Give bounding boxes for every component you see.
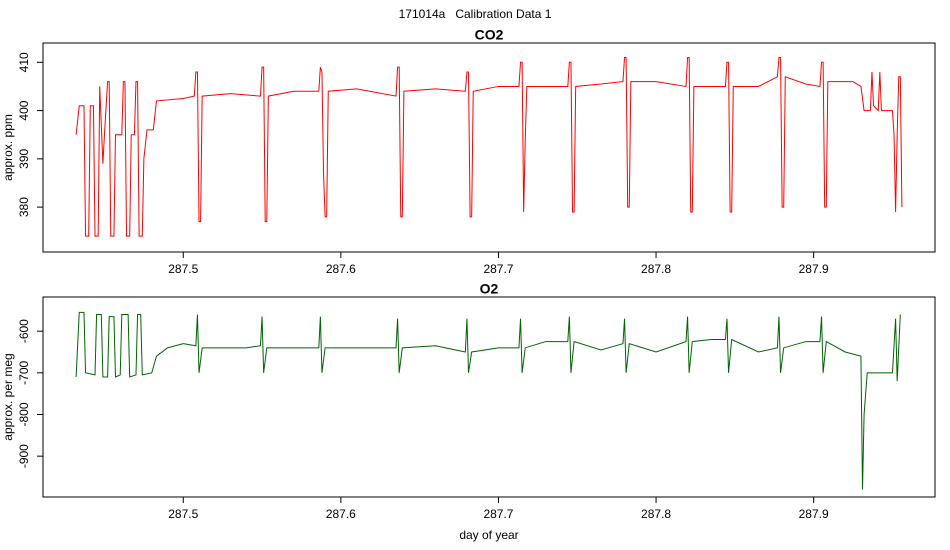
x-axis-label: day of year [459, 528, 518, 542]
x-tick-label: 287.5 [168, 507, 198, 521]
x-tick-label: 287.6 [326, 507, 356, 521]
panel-title: O2 [480, 281, 499, 297]
y-axis-label: approx. per meg [1, 353, 15, 440]
x-tick-label: 287.9 [799, 507, 829, 521]
x-tick-label: 287.8 [641, 262, 671, 276]
y-tick-label: 380 [17, 197, 31, 217]
plot-frame [42, 42, 936, 253]
plot-frame [42, 296, 936, 498]
x-tick-label: 287.5 [168, 262, 198, 276]
y-axis-label: approx. ppm [1, 114, 15, 181]
x-tick-label: 287.6 [326, 262, 356, 276]
y-tick-label: -800 [17, 402, 31, 426]
x-tick-label: 287.9 [799, 262, 829, 276]
x-tick-label: 287.7 [483, 507, 513, 521]
y-tick-label: -900 [17, 444, 31, 468]
y-tick-label: 400 [17, 100, 31, 120]
y-tick-label: 390 [17, 149, 31, 169]
y-tick-label: -600 [17, 319, 31, 343]
data-line [75, 56, 903, 237]
x-tick-label: 287.7 [483, 262, 513, 276]
figure-title: 171014a Calibration Data 1 [399, 7, 552, 21]
y-tick-label: -700 [17, 361, 31, 385]
y-tick-label: 410 [17, 52, 31, 72]
panel-title: CO2 [475, 27, 504, 43]
x-tick-label: 287.8 [641, 507, 671, 521]
data-line [75, 311, 901, 490]
